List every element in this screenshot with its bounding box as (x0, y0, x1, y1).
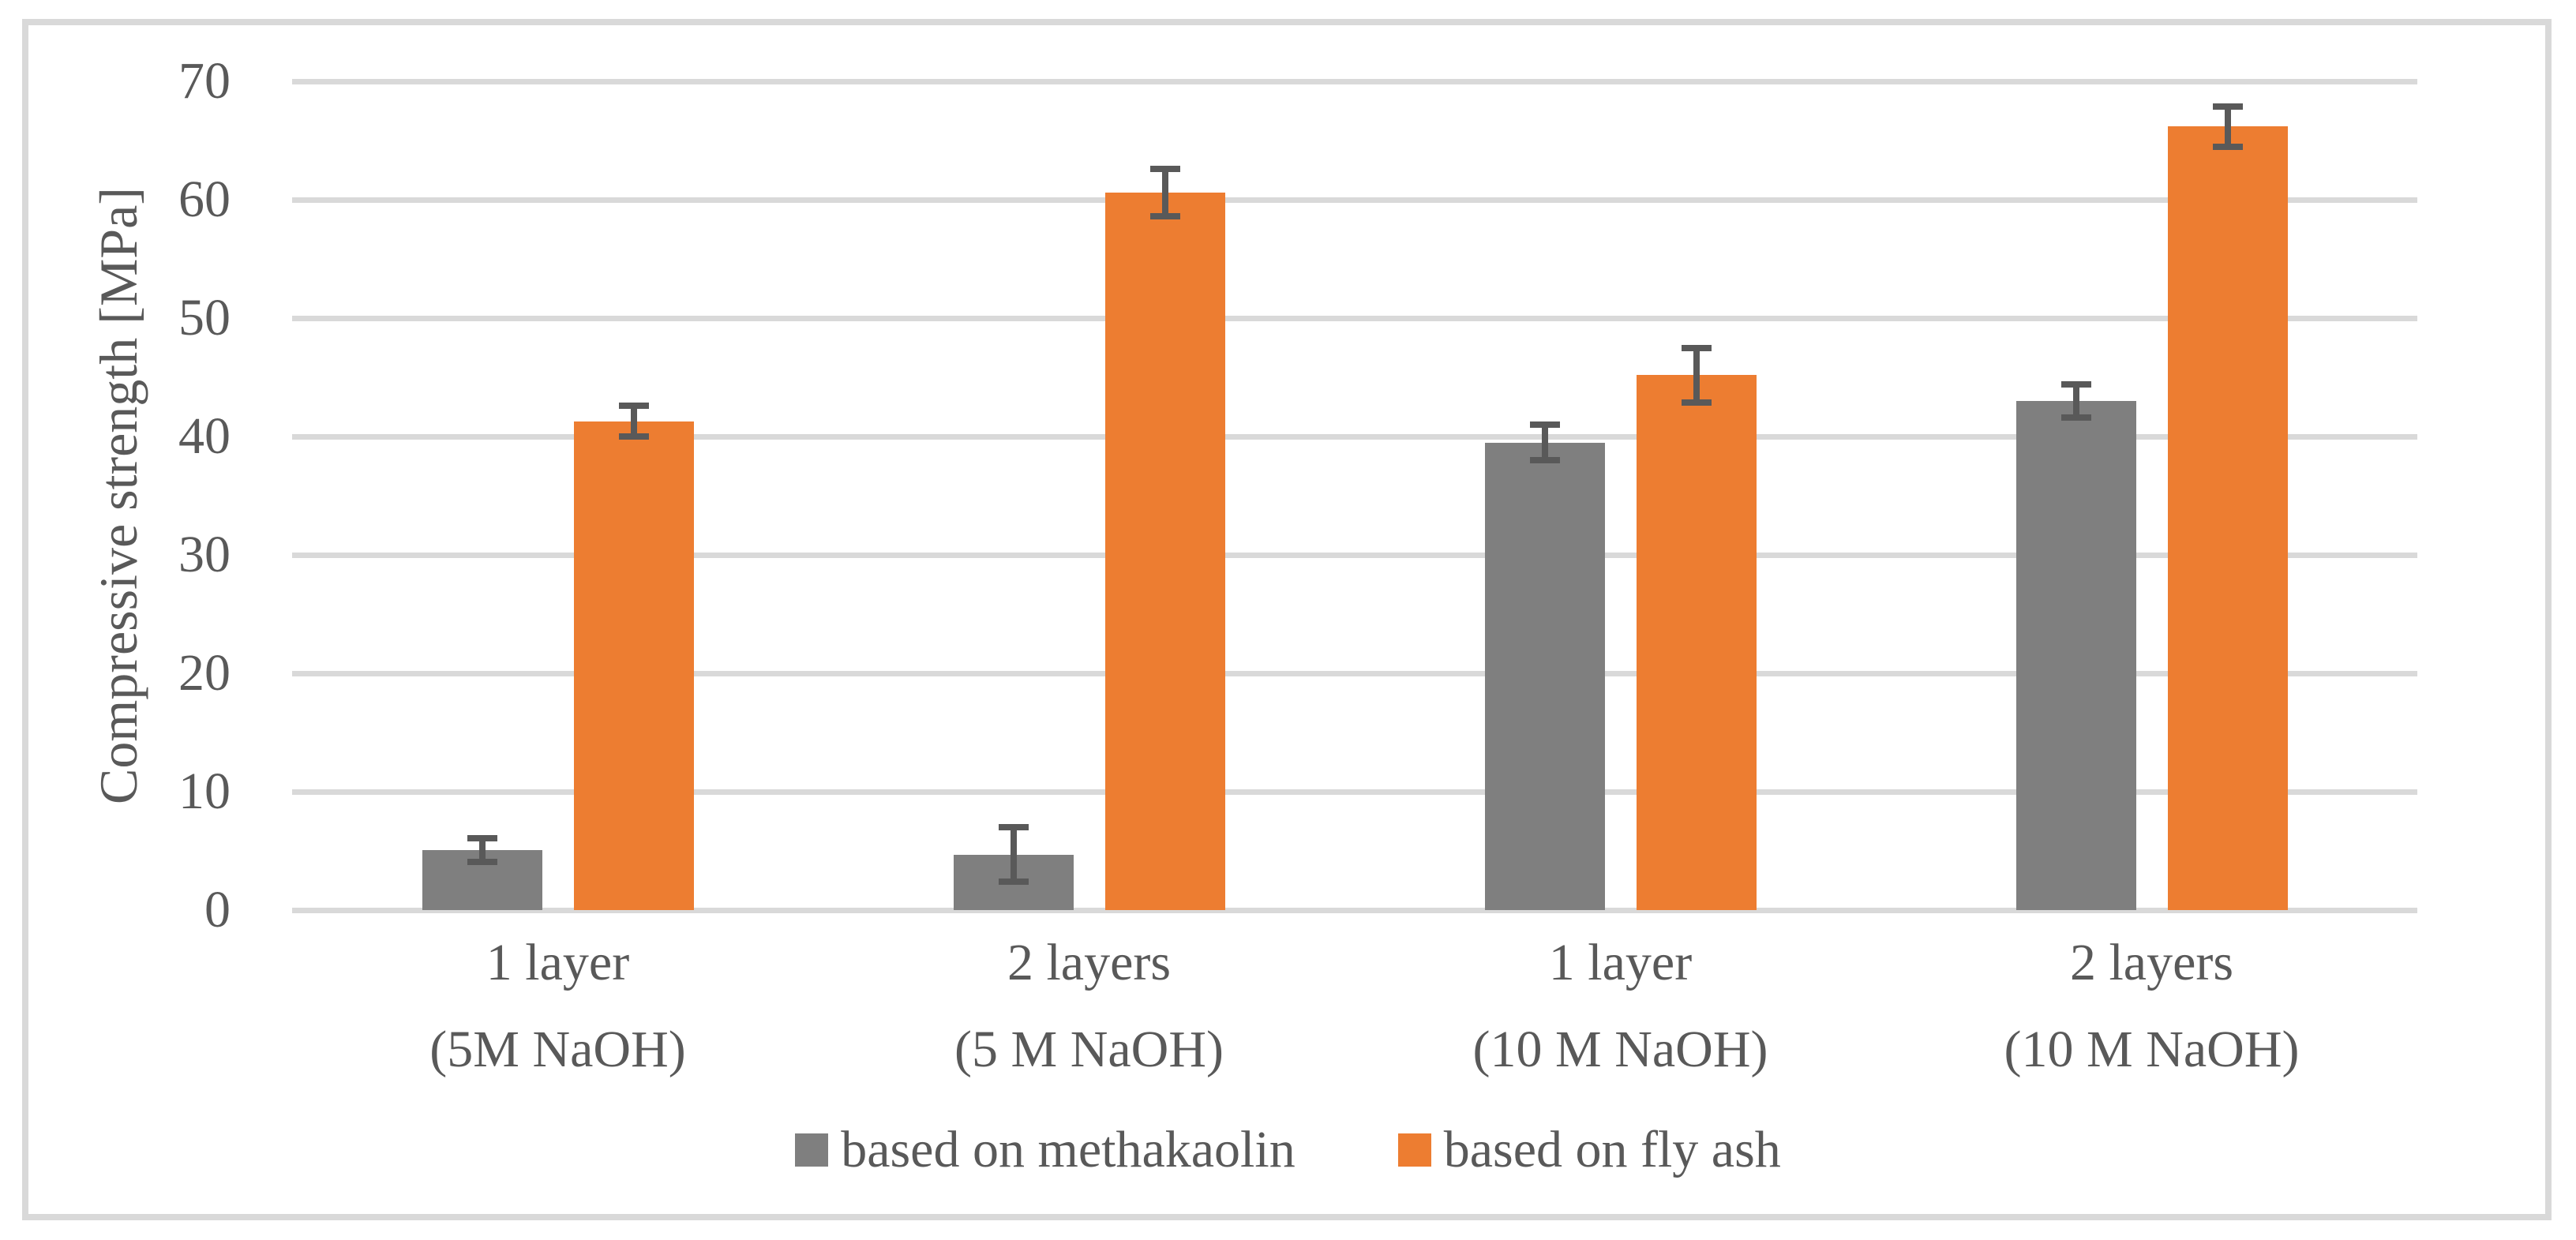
bar-flyash-group2 (1104, 193, 1225, 910)
error-bar-s2-g1-cap-top (618, 403, 649, 409)
x-category-line2: (10 M NaOH) (1472, 1021, 1768, 1078)
bar-flyash-group4 (2167, 126, 2288, 910)
gridline-40 (292, 434, 2417, 440)
x-category-line1: 1 layer (1548, 934, 1693, 991)
y-tick-label-50: 50 (178, 289, 231, 347)
y-tick-label-30: 30 (178, 526, 231, 583)
error-bar-s1-g2-cap-bottom (998, 878, 1029, 885)
x-category-label-2: 2 layers (5 M NaOH) (823, 920, 1355, 1093)
error-bar-s1-g4-stem (2072, 384, 2079, 418)
gridline-20 (292, 671, 2417, 676)
gridline-50 (292, 316, 2417, 321)
error-bar-s2-g4-cap-bottom (2212, 143, 2243, 150)
error-bar-s1-g1-cap-bottom (467, 858, 497, 865)
error-bar-s1-g2-cap-top (998, 824, 1029, 830)
x-category-line2: (10 M NaOH) (2004, 1021, 2300, 1078)
error-bar-s2-g4-stem (2224, 106, 2231, 147)
error-bar-s2-g2-stem (1161, 169, 1168, 216)
x-category-label-1: 1 layer (5M NaOH) (292, 920, 823, 1093)
x-category-label-4: 2 layers (10 M NaOH) (1886, 920, 2417, 1093)
gridline-30 (292, 553, 2417, 558)
y-tick-label-0: 0 (204, 881, 231, 938)
gridline-70 (292, 79, 2417, 84)
error-bar-s1-g4-cap-bottom (2060, 414, 2091, 421)
gridline-0 (292, 908, 2417, 913)
error-bar-s1-g4-cap-top (2060, 381, 2091, 388)
error-bar-s1-g3-cap-top (1529, 421, 1560, 428)
y-tick-label-70: 70 (178, 52, 231, 110)
x-category-line1: 1 layer (486, 934, 630, 991)
error-bar-s2-g1-stem (630, 406, 637, 436)
error-bar-s2-g3-cap-bottom (1681, 399, 1712, 406)
legend-label: based on fly ash (1443, 1121, 1781, 1178)
bar-flyash-group1 (573, 421, 694, 910)
y-tick-label-60: 60 (178, 170, 231, 228)
legend-marker-flyash (1397, 1133, 1431, 1167)
legend-marker-methakaolin (795, 1133, 829, 1167)
error-bar-s1-g3-cap-bottom (1529, 457, 1560, 463)
x-category-line2: (5 M NaOH) (954, 1021, 1224, 1078)
x-category-label-3: 1 layer (10 M NaOH) (1355, 920, 1886, 1093)
error-bar-s2-g2-cap-top (1149, 166, 1180, 172)
error-bar-s2-g3-cap-top (1681, 344, 1712, 351)
gridline-10 (292, 789, 2417, 795)
y-tick-label-20: 20 (178, 644, 231, 702)
gridline-60 (292, 197, 2417, 203)
legend: based on methakaolin based on fly ash (0, 1115, 2576, 1186)
legend-label: based on methakaolin (841, 1121, 1295, 1178)
error-bar-s2-g2-cap-bottom (1149, 213, 1180, 219)
y-tick-label-10: 10 (178, 762, 231, 820)
error-bar-s1-g1-stem (478, 837, 486, 862)
bar-flyash-group3 (1636, 375, 1757, 910)
error-bar-s2-g1-cap-bottom (618, 433, 649, 440)
x-category-line2: (5M NaOH) (429, 1021, 686, 1078)
legend-item-flyash: based on fly ash (1397, 1115, 1781, 1186)
bar-methakaolin-group3 (1484, 442, 1605, 910)
error-bar-s2-g3-stem (1693, 347, 1700, 403)
x-category-line1: 2 layers (1007, 934, 1172, 991)
error-bar-s1-g2-stem (1010, 827, 1017, 882)
bar-methakaolin-group4 (2015, 401, 2136, 910)
error-bar-s2-g4-cap-top (2212, 103, 2243, 110)
x-category-line1: 2 layers (2069, 934, 2234, 991)
legend-item-methakaolin: based on methakaolin (795, 1115, 1295, 1186)
error-bar-s1-g1-cap-top (467, 834, 497, 841)
error-bar-s1-g3-stem (1541, 425, 1548, 460)
y-tick-label-40: 40 (178, 407, 231, 465)
